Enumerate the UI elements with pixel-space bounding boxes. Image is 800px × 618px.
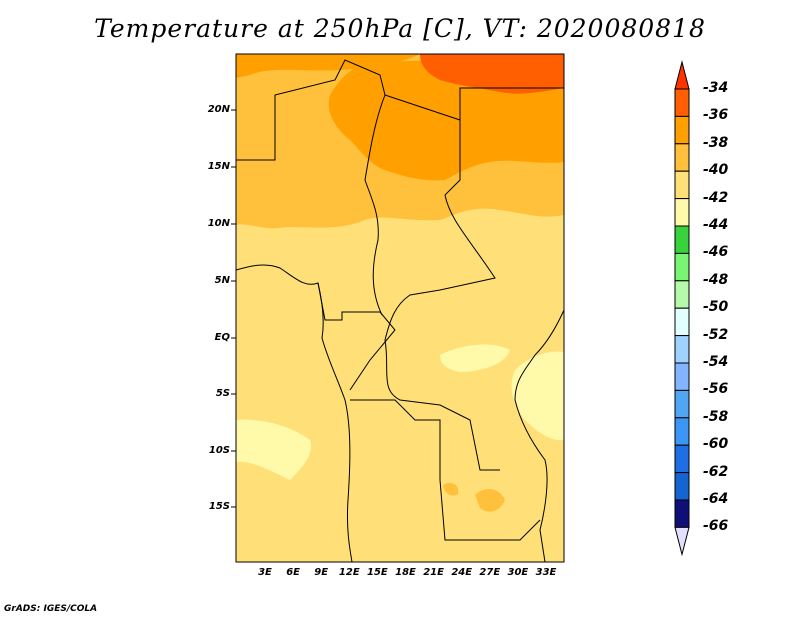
colorbar-label: -50 (703, 299, 729, 316)
field-42-44-east (511, 351, 564, 441)
colorbar-label: -38 (703, 134, 729, 151)
colorbar-label: -60 (703, 436, 729, 453)
lat-label: 10N (207, 218, 230, 229)
lon-label: 12E (338, 567, 360, 578)
lat-label: 15N (207, 161, 230, 172)
colorbar-label: -44 (703, 217, 729, 233)
temperature-field (236, 54, 564, 562)
colorbar-arrow-top (674, 60, 690, 90)
colorbar-label: -40 (703, 162, 729, 179)
colorbar-box (674, 170, 690, 200)
coastline-east-lakes (514, 309, 565, 563)
lon-label: 27E (479, 567, 501, 578)
lat-label: EQ (214, 332, 230, 343)
field-38-40-south2 (443, 482, 459, 496)
colorbar-label: -34 (703, 80, 729, 96)
colorbar (674, 60, 690, 557)
colorbar-label: -42 (703, 189, 729, 206)
colorbar-box (674, 307, 690, 337)
colorbar-box (674, 143, 690, 172)
lat-label: 20N (207, 104, 230, 115)
colorbar-label: -58 (703, 408, 729, 425)
colorbar-label: -46 (703, 244, 729, 261)
coastline-west (235, 264, 353, 563)
colorbar-box (674, 417, 690, 446)
plot-title: Temperature at 250hPa [C], VT: 202008081… (94, 14, 706, 43)
border-nw (236, 59, 386, 316)
boundaries (235, 59, 565, 563)
lat-label: 5S (215, 388, 230, 399)
lon-label: 9E (314, 567, 329, 578)
colorbar-box (674, 389, 690, 419)
colorbar-label: -66 (703, 518, 729, 535)
colorbar-box (674, 115, 690, 145)
colorbar-box (674, 362, 690, 391)
colorbar-arrow-bottom (674, 526, 690, 557)
field-42-44-west (236, 419, 311, 480)
axis-ticks (231, 109, 236, 508)
colorbar-box (674, 252, 690, 282)
colorbar-label: -36 (703, 107, 729, 124)
colorbar-label: -48 (703, 271, 729, 288)
lat-label: 10S (208, 445, 230, 456)
colorbar-label: -62 (703, 463, 729, 480)
lon-label: 33E (535, 567, 557, 578)
border-south (350, 399, 541, 541)
colorbar-box (674, 198, 690, 227)
lon-label: 6E (286, 567, 300, 578)
border-gabon-congo (317, 282, 396, 391)
lon-label: 24E (451, 567, 473, 578)
field-36-38-top (236, 54, 420, 78)
lon-label: 15E (367, 567, 388, 578)
colorbar-box (674, 225, 690, 254)
border-ne (459, 87, 564, 120)
lat-label: 15S (208, 501, 230, 512)
colorbar-label: -56 (703, 381, 729, 398)
colorbar-box (674, 88, 690, 117)
colorbar-label: -64 (703, 491, 729, 507)
lat-label: 5N (214, 275, 230, 286)
colorbar-box (674, 444, 690, 474)
field-38-40-south (475, 488, 505, 512)
colorbar-label: -52 (703, 326, 729, 343)
border-central (384, 94, 500, 471)
field-34-36 (420, 54, 564, 94)
field-42-44-center (440, 344, 510, 372)
colorbar-box (674, 280, 690, 309)
lon-label: 30E (507, 567, 529, 578)
colorbar-box (674, 335, 690, 364)
grads-credit: GrADS: IGES/COLA (4, 604, 98, 614)
lon-label: 21E (423, 567, 444, 578)
lon-label: 18E (395, 567, 416, 578)
plot-frame (235, 53, 565, 563)
colorbar-label: -54 (703, 354, 729, 370)
lon-label: 3E (258, 567, 272, 578)
colorbar-box (674, 472, 690, 501)
colorbar-box (674, 499, 690, 528)
